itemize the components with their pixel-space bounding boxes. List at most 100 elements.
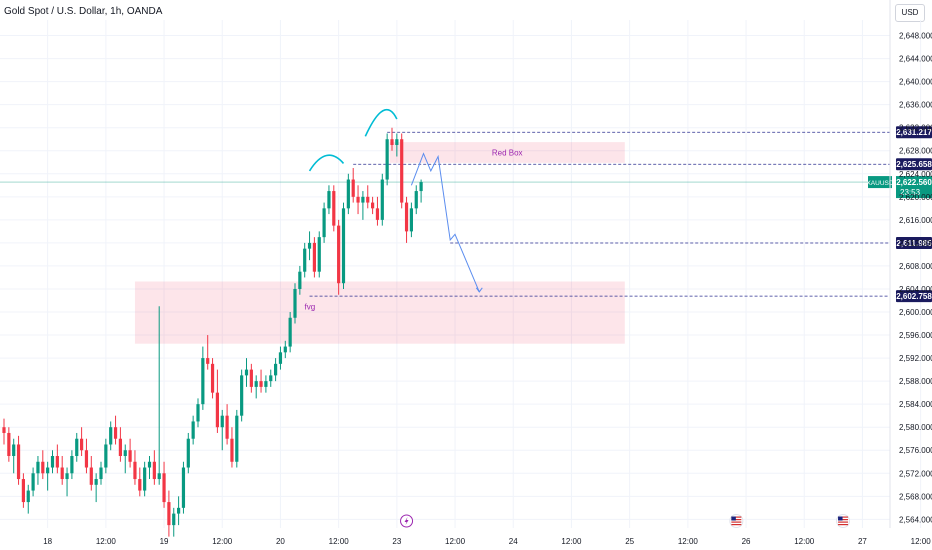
flag-canton	[731, 516, 736, 521]
x-tick-label: 12:00	[561, 537, 582, 546]
zone-box	[134, 281, 625, 344]
current-price-tag	[896, 176, 932, 199]
candle-body	[31, 473, 35, 491]
candle-body	[21, 479, 25, 503]
y-tick-label: 2,592.000	[899, 354, 932, 363]
x-tick-label: 19	[160, 537, 169, 546]
y-tick-label: 2,584.000	[899, 400, 932, 409]
candle-body	[152, 461, 156, 480]
candle-body	[254, 381, 258, 387]
candle-body	[181, 467, 186, 508]
price-axis[interactable]: 2,648.000 2,644.000 2,640.000 2,636.000 2,63…	[889, 0, 932, 528]
flag-stripe	[838, 524, 849, 526]
candle-body	[240, 375, 244, 416]
y-tick-label: 2,640.000	[899, 78, 932, 87]
candle-body	[327, 191, 331, 209]
y-tick-label: 2,608.000	[899, 262, 932, 271]
grid-lines	[0, 20, 922, 528]
candle-body	[118, 438, 122, 457]
candle-body	[375, 208, 380, 220]
candle-body	[89, 467, 93, 485]
y-tick-label: 2,568.000	[899, 492, 932, 501]
zone-label: fvg	[305, 302, 316, 311]
candle-body	[172, 513, 176, 526]
level-tag	[896, 236, 932, 249]
candle-body	[371, 202, 375, 209]
candle-body	[191, 421, 195, 439]
y-tick-label: 2,604.000	[899, 285, 932, 294]
level-tag-label: 2,602.758	[896, 292, 932, 301]
level-tag-label: 2,631.217	[896, 128, 932, 137]
candle-body	[80, 438, 84, 451]
y-tick-label: 2,616.000	[899, 216, 932, 225]
candle-body	[99, 467, 103, 480]
currency-selector[interactable]: USD	[895, 4, 925, 22]
price-levels: 2,631.217 2,625.658 2,611.985 2,602.758 XAUU…	[309, 126, 932, 303]
candle-body	[317, 237, 321, 272]
level-tag-label: 2,625.658	[896, 160, 932, 169]
candle-body	[390, 139, 394, 145]
x-tick-label: 12:00	[794, 537, 815, 546]
candle-body	[26, 490, 30, 503]
candle-body	[293, 288, 297, 318]
symbol-tag-label: XAUUSD	[866, 180, 893, 187]
y-tick-label: 2,576.000	[899, 446, 932, 455]
candle-body	[12, 444, 16, 457]
candle-body	[278, 352, 283, 364]
candle-body	[143, 467, 147, 491]
flag-stripe	[731, 521, 742, 523]
candle-body	[264, 381, 268, 387]
candle-body	[123, 450, 127, 457]
candle-body	[414, 191, 418, 209]
candle-body	[113, 427, 118, 439]
candle-body	[225, 415, 229, 439]
candle-body	[259, 381, 263, 387]
x-tick-label: 25	[625, 537, 634, 546]
candle-body	[41, 461, 45, 474]
y-tick-label: 2,580.000	[899, 423, 932, 432]
candle-body	[70, 456, 74, 474]
head-curve	[364, 108, 398, 137]
candle-body	[298, 271, 302, 289]
candle-body	[46, 467, 50, 474]
countdown-label: 23:53	[900, 188, 921, 197]
candle-body	[50, 456, 55, 468]
candle-body	[230, 438, 234, 462]
flag-stripe	[838, 516, 849, 518]
x-tick-label: 12:00	[329, 537, 350, 546]
time-axis[interactable]: 18 12:00 19 12:00 20 12:00 23 12:00 24 12:00 25 12:…	[43, 537, 932, 546]
candle-body	[332, 191, 336, 226]
candle-body	[385, 139, 389, 180]
shoulder-curve	[308, 154, 345, 172]
x-tick-label: 24	[509, 537, 518, 546]
candle-body	[419, 182, 423, 192]
candle-body	[283, 346, 287, 353]
candle-body	[307, 242, 312, 249]
candle-body	[249, 369, 253, 387]
candle-body	[60, 467, 64, 480]
zones: Red Box fvg	[134, 142, 625, 344]
drawings	[308, 108, 483, 293]
x-tick-label: 12:00	[445, 537, 466, 546]
event-icons[interactable]	[400, 514, 851, 528]
flag-stripe	[838, 519, 849, 521]
candle-body	[157, 473, 161, 480]
x-tick-label: 12:00	[212, 537, 233, 546]
candle-body	[210, 363, 215, 393]
candle-body	[138, 479, 142, 491]
projection-path	[410, 152, 480, 293]
x-tick-label: 27	[858, 537, 867, 546]
candle-body	[351, 179, 355, 197]
candle-body	[366, 196, 370, 203]
candle-body	[128, 450, 132, 462]
y-tick-label: 2,612.000	[899, 239, 932, 248]
flag-canton	[838, 516, 843, 521]
candle-body	[104, 444, 108, 468]
candle-body	[36, 461, 40, 474]
candle-body	[147, 461, 152, 468]
candle-body	[186, 438, 190, 468]
symbol-tag	[868, 176, 892, 189]
candle-body	[196, 404, 200, 422]
candle-body	[244, 369, 249, 376]
